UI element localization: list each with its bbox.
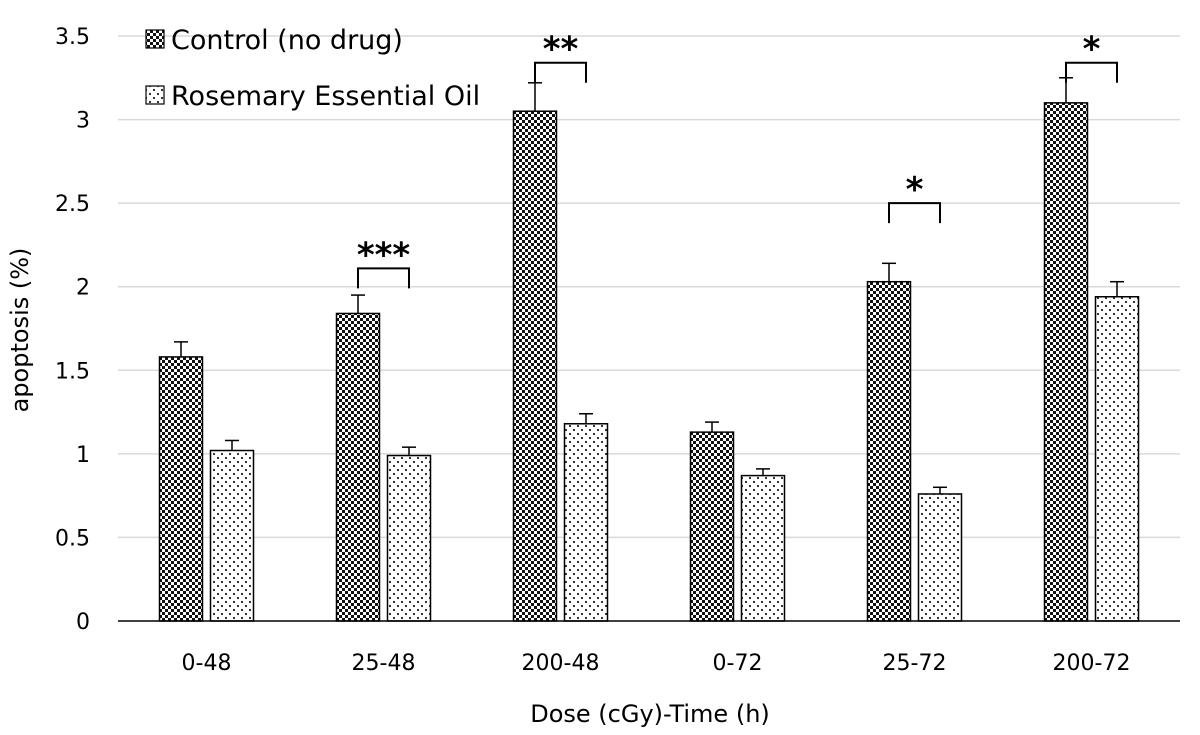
error-bar — [174, 341, 188, 357]
error-bar — [1110, 280, 1124, 297]
significance-bracket — [357, 267, 410, 289]
gridlines — [118, 35, 1180, 539]
error-bar — [933, 486, 947, 494]
bar-control — [866, 280, 912, 622]
x-tick-label: 200-72 — [1053, 651, 1131, 676]
error-bar — [579, 412, 593, 424]
y-tick-label: 0.5 — [55, 526, 90, 551]
bar-control — [335, 312, 381, 622]
error-bar — [402, 446, 416, 456]
legend: Control (no drug) Rosemary Essential Oil — [145, 25, 480, 112]
bars: ******* — [158, 30, 1140, 622]
x-tick-label: 25-72 — [883, 651, 947, 676]
significance-marker: *** — [357, 235, 411, 289]
bar-rosemary — [740, 474, 786, 622]
significance-label: * — [906, 170, 924, 210]
y-tick-label: 2 — [76, 276, 90, 301]
legend-swatch-control — [145, 29, 165, 49]
significance-label: ** — [543, 30, 579, 70]
y-tick-label: 2.5 — [55, 192, 90, 217]
axes: 0 0.5 1 1.5 2 2.5 3 3.5 0-48 25-48 200-48 0-72 25-72… — [55, 25, 1180, 676]
significance-marker: * — [888, 170, 941, 224]
significance-bracket — [534, 61, 587, 83]
y-tick-label: 1.5 — [55, 359, 90, 384]
x-tick-label: 25-48 — [352, 651, 416, 676]
y-tick-label: 1 — [76, 443, 90, 468]
error-bar — [528, 82, 542, 112]
y-tick-label: 0 — [76, 610, 90, 635]
x-tick-label: 0-48 — [182, 651, 232, 676]
significance-bracket — [888, 202, 941, 224]
bar-rosemary — [209, 449, 255, 622]
bar-control — [689, 431, 735, 622]
significance-label: * — [1083, 30, 1101, 70]
bar-rosemary — [386, 454, 432, 622]
error-bar — [882, 262, 896, 282]
error-bar — [756, 468, 770, 476]
significance-bracket — [1065, 61, 1118, 83]
x-axis-title: Dose (cGy)-Time (h) — [530, 700, 770, 728]
legend-swatch-rosemary — [145, 85, 165, 105]
y-tick-label: 3 — [76, 109, 90, 134]
x-tick-label: 200-48 — [522, 651, 600, 676]
bar-control — [1043, 102, 1089, 622]
y-tick-label: 3.5 — [55, 25, 90, 50]
legend-label-rosemary: Rosemary Essential Oil — [171, 81, 480, 112]
significance-label: *** — [357, 235, 411, 275]
y-axis-title: apoptosis (%) — [6, 248, 34, 413]
bar-control — [512, 110, 558, 622]
bar-rosemary — [917, 493, 963, 622]
significance-marker: * — [1065, 30, 1118, 83]
x-tick-label: 0-72 — [713, 651, 763, 676]
legend-label-control: Control (no drug) — [171, 25, 403, 56]
error-bar — [351, 294, 365, 314]
bar-control — [158, 356, 204, 622]
bar-rosemary — [1094, 295, 1140, 622]
bar-rosemary — [563, 423, 609, 622]
significance-marker: ** — [534, 30, 587, 83]
error-bar — [705, 421, 719, 433]
error-bar — [225, 439, 239, 451]
